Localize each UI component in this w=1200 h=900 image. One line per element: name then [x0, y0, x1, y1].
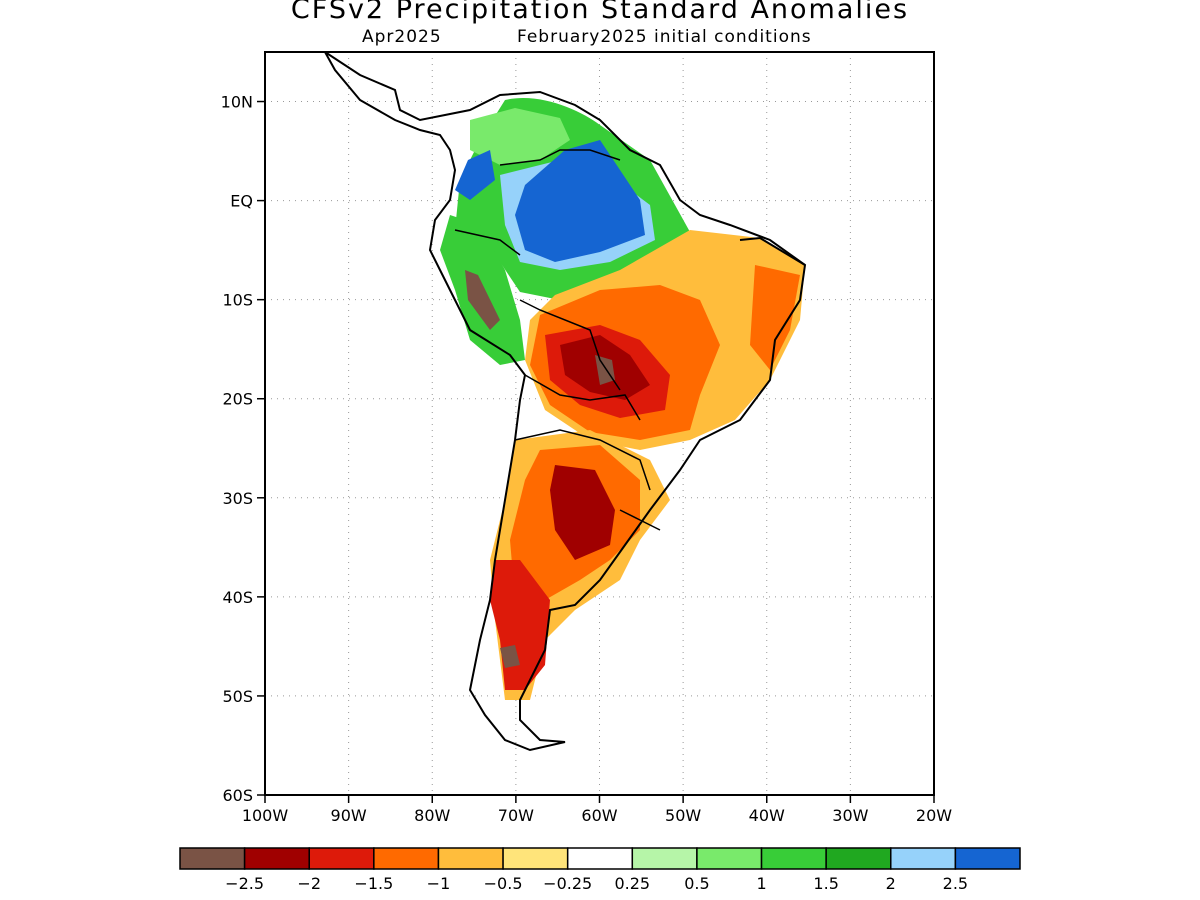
- colorbar-swatch: [308, 847, 375, 870]
- map-title: CFSv2 Precipitation Standard Anomalies: [290, 0, 910, 25]
- colorbar-swatch: [954, 847, 1021, 870]
- colorbar-swatch: [631, 847, 698, 870]
- forecast-month: Apr2025: [362, 27, 442, 47]
- colorbar-label: −1.5: [354, 874, 393, 893]
- colorbar-swatch: [566, 847, 634, 870]
- colorbar-label: 0.5: [684, 874, 709, 893]
- y-tick-label: 30S: [222, 489, 253, 508]
- y-tick-label: EQ: [230, 192, 253, 211]
- ne-brazil-orange: [750, 265, 800, 370]
- colorbar-swatch: [243, 847, 310, 870]
- southern-cone-red: [550, 465, 615, 560]
- colorbar-label: −0.5: [484, 874, 523, 893]
- country-borders: [454, 149, 661, 531]
- x-tick-label: 70W: [498, 806, 534, 825]
- colorbar-swatch: [373, 847, 440, 870]
- colorbar-label: 2: [886, 874, 896, 893]
- y-tick-label: 60S: [222, 786, 253, 805]
- wet-anomaly-blue: [515, 140, 645, 262]
- y-tick-label: 20S: [222, 390, 253, 409]
- colorbar-swatch: [760, 847, 827, 870]
- colorbar-swatch: [890, 847, 957, 870]
- patagonia-core: [500, 645, 520, 668]
- continent-outline: [324, 51, 807, 752]
- colorbar-label: 2.5: [943, 874, 968, 893]
- colorbar-label: 1: [756, 874, 766, 893]
- colorbar-label: 1.5: [813, 874, 838, 893]
- dry-anomaly-core: [595, 355, 615, 385]
- x-tick-label: 60W: [581, 806, 617, 825]
- colorbar-label: −0.25: [543, 874, 592, 893]
- y-tick-label: 10N: [221, 93, 253, 112]
- colorbar-swatch: [696, 847, 763, 870]
- y-tick-label: 40S: [222, 588, 253, 607]
- colorbar-swatch: [502, 847, 569, 870]
- y-tick-label: 10S: [222, 291, 253, 310]
- wet-anomaly-lightgreen: [470, 108, 570, 165]
- x-tick-label: 30W: [832, 806, 868, 825]
- colorbar-label: −1: [427, 874, 451, 893]
- colorbar-swatch: [437, 847, 504, 870]
- colorbar-label: −2: [297, 874, 321, 893]
- x-tick-label: 40W: [749, 806, 785, 825]
- colorbar-swatch: [825, 847, 892, 870]
- colorbar-label: 0.25: [614, 874, 650, 893]
- colorbar-swatch: [179, 847, 246, 870]
- colorbar: −2.5 −2 −1.5 −1 −0.5 −0.25 0.25 0.5 1 1.5 2 2.5: [179, 847, 1021, 893]
- x-tick-label: 20W: [916, 806, 952, 825]
- initial-conditions: February2025 initial conditions: [517, 27, 812, 47]
- andes-dry-core: [465, 270, 500, 330]
- x-tick-label: 50W: [665, 806, 701, 825]
- wet-anomaly-blue-west: [455, 150, 495, 200]
- x-tick-label: 80W: [414, 806, 450, 825]
- anomaly-shading: [440, 98, 805, 700]
- y-tick-label: 50S: [222, 687, 253, 706]
- x-tick-label: 100W: [242, 806, 289, 825]
- colorbar-label: −2.5: [225, 874, 264, 893]
- x-tick-label: 90W: [331, 806, 367, 825]
